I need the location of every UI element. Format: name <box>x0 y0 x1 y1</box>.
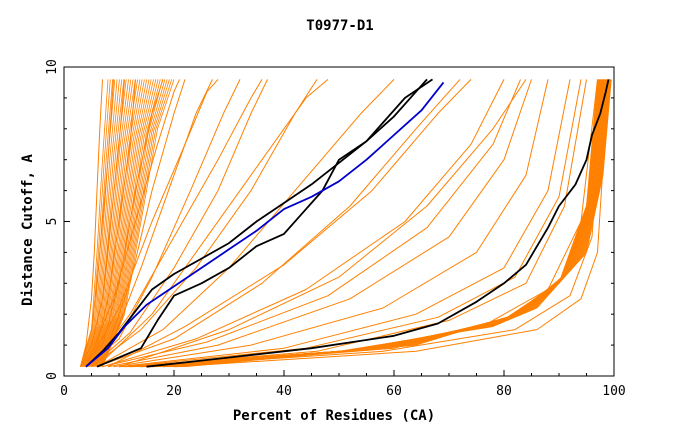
dense-right-curve-2 <box>123 79 599 368</box>
dense-left-curve-5 <box>83 79 120 367</box>
dense-left-curve-0 <box>80 79 109 367</box>
dense-left-curve-18 <box>93 79 150 367</box>
chart-title: T0977-D1 <box>306 18 373 34</box>
dense-left-curve-7 <box>85 79 125 367</box>
dense-right-curve-9 <box>139 79 603 368</box>
dense-left-curve-2 <box>81 79 113 367</box>
x-tick-label: 0 <box>60 384 68 399</box>
dense-left-curve-25 <box>99 79 166 367</box>
y-tick-label: 5 <box>45 218 60 226</box>
dense-right-curve-3 <box>125 79 600 368</box>
dense-left-curve-4 <box>83 79 118 367</box>
dense-left-curve-19 <box>94 79 152 367</box>
background-curve-14 <box>113 79 549 368</box>
background-curve-19 <box>173 79 609 368</box>
background-curve-15 <box>118 79 571 368</box>
dense-left-curve-24 <box>98 79 163 367</box>
background-curve-0 <box>80 79 103 367</box>
x-tick-label: 80 <box>496 384 512 399</box>
x-tick-label: 40 <box>276 384 292 399</box>
background-curve-11 <box>96 79 461 368</box>
dense-right-curve-11 <box>143 79 604 368</box>
background-curve-16 <box>129 79 587 368</box>
dense-left-curve-26 <box>99 79 168 367</box>
dense-right-curve-8 <box>137 79 602 368</box>
curves-layer <box>80 78 612 368</box>
dense-right-curve-7 <box>134 79 602 368</box>
highlight-curve-2 <box>85 81 445 368</box>
dense-left-curve-17 <box>93 79 148 367</box>
x-tick-label: 100 <box>602 384 625 399</box>
dense-curve-band <box>80 79 612 368</box>
highlight-curve-1 <box>96 78 434 368</box>
background-curve-22 <box>107 79 472 368</box>
dense-left-curve-12 <box>89 79 136 367</box>
dense-left-curve-29 <box>102 79 175 367</box>
dense-left-curve-16 <box>92 79 145 367</box>
y-axis-label: Distance Cutoff, A <box>20 154 36 306</box>
dense-left-curve-6 <box>84 79 123 367</box>
dense-right-curve-24 <box>173 79 610 368</box>
x-tick-label: 20 <box>166 384 182 399</box>
x-axis-label: Percent of Residues (CA) <box>233 408 435 424</box>
dense-right-curve-10 <box>141 79 603 368</box>
dense-right-curve-0 <box>118 79 598 368</box>
dense-left-curve-15 <box>91 79 143 367</box>
background-curve-24 <box>91 79 263 367</box>
dense-right-curve-29 <box>184 79 612 368</box>
background-curve-8 <box>91 79 268 368</box>
background-curve-12 <box>102 79 505 368</box>
background-curve-23 <box>96 79 329 368</box>
dense-right-curve-12 <box>146 79 604 368</box>
highlight-curve-0 <box>85 78 428 368</box>
dense-right-curve-23 <box>171 79 609 368</box>
dense-left-curve-11 <box>88 79 134 367</box>
dense-left-curve-23 <box>97 79 161 367</box>
dense-left-curve-13 <box>90 79 138 367</box>
dense-left-curve-21 <box>96 79 157 367</box>
dense-left-curve-10 <box>87 79 132 367</box>
background-curve-28 <box>124 79 582 368</box>
dense-left-curve-27 <box>100 79 170 367</box>
dense-left-curve-14 <box>90 79 141 367</box>
y-tick-label: 10 <box>45 59 60 75</box>
dense-left-curve-28 <box>101 79 173 367</box>
dense-left-curve-8 <box>86 79 127 367</box>
dense-right-curve-6 <box>132 79 601 368</box>
dense-left-curve-1 <box>80 79 111 367</box>
y-tick-label: 0 <box>45 372 60 380</box>
dense-left-curve-9 <box>86 79 129 367</box>
y-axis: 0 5 10 <box>45 59 614 380</box>
background-curve-7 <box>85 79 241 368</box>
x-tick-label: 60 <box>386 384 402 399</box>
x-axis: 0 20 40 60 80 100 <box>60 370 626 399</box>
background-curve-21 <box>118 79 527 368</box>
background-curve-13 <box>107 79 532 368</box>
background-curve-27 <box>102 79 521 368</box>
plot-frame <box>63 66 615 377</box>
dense-left-curve-22 <box>96 79 159 367</box>
highlight-curve-3 <box>146 79 610 368</box>
dense-left-curve-3 <box>82 79 116 367</box>
dense-left-curve-20 <box>95 79 154 367</box>
background-curve-10 <box>96 79 395 368</box>
